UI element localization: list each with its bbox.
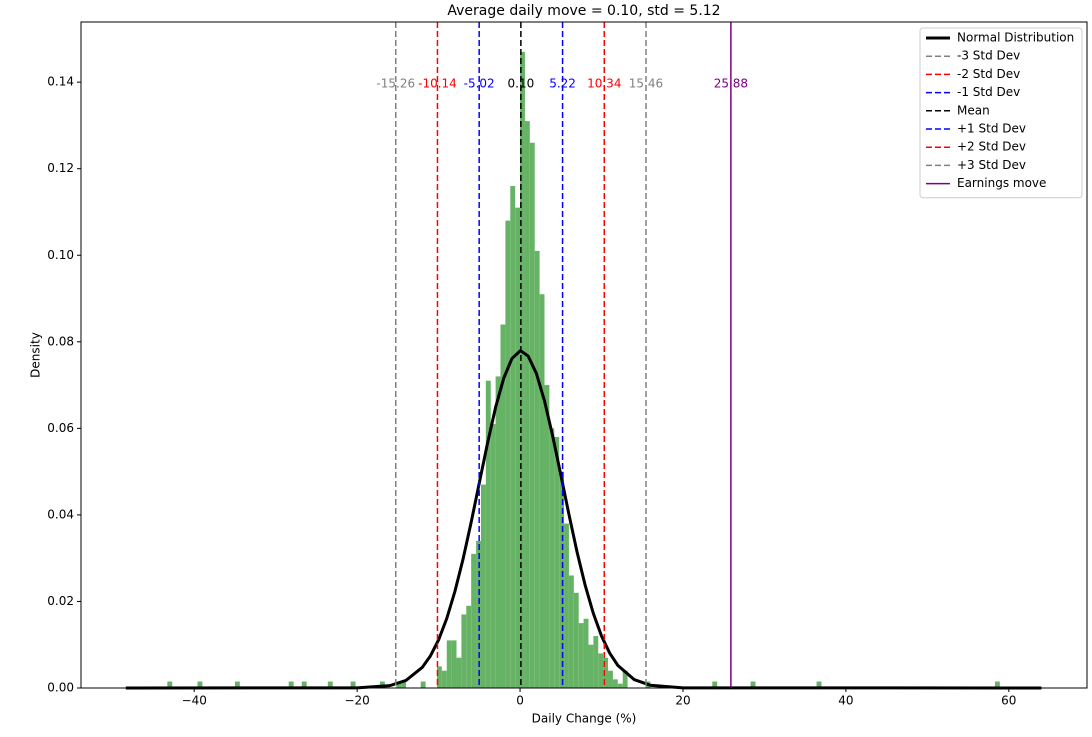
histogram-bar	[480, 484, 486, 688]
x-tick-label: 20	[675, 694, 690, 708]
histogram-bar	[471, 553, 477, 688]
histogram-bar	[350, 681, 356, 688]
x-axis-label: Daily Change (%)	[532, 712, 637, 726]
histogram-bar	[197, 681, 203, 688]
histogram-bar	[451, 640, 457, 688]
histogram-bar	[598, 653, 604, 688]
legend-label: +1 Std Dev	[957, 122, 1026, 136]
histogram-bar	[554, 437, 560, 688]
reference-label: -10.14	[418, 77, 457, 91]
y-tick-label: 0.04	[47, 507, 74, 521]
histogram-bar	[712, 681, 718, 688]
histogram-bar	[524, 121, 530, 688]
y-tick-label: 0.10	[47, 248, 74, 262]
histogram-bar	[510, 186, 516, 688]
histogram-bar	[588, 644, 594, 688]
histogram-bar	[420, 681, 426, 688]
legend-label: +3 Std Dev	[957, 158, 1026, 172]
histogram-bar	[529, 142, 535, 689]
y-tick-label: 0.14	[47, 75, 74, 89]
histogram-bar	[568, 575, 574, 688]
histogram-bar	[485, 380, 491, 688]
histogram-bar	[167, 681, 173, 688]
histogram-bar	[490, 424, 496, 688]
reference-label: 0.10	[508, 77, 535, 91]
histogram-bar	[549, 428, 555, 688]
histogram-bar	[476, 540, 481, 688]
histogram-bar	[495, 376, 501, 688]
histogram-bar	[500, 324, 506, 688]
histogram-bar	[816, 681, 822, 688]
histogram-bar	[534, 250, 540, 688]
histogram-bar	[994, 681, 1000, 688]
histogram-bar	[544, 385, 550, 688]
reference-label: 10.34	[587, 77, 621, 91]
histogram-bar	[441, 670, 447, 688]
x-tick-label: 60	[1001, 694, 1016, 708]
x-tick-label: −20	[344, 694, 369, 708]
histogram-bar	[583, 618, 589, 688]
histogram-bar	[461, 614, 467, 688]
histogram-bar	[593, 636, 599, 688]
histogram-bar	[559, 471, 565, 688]
y-tick-label: 0.06	[47, 421, 74, 435]
histogram-bar	[327, 681, 333, 688]
reference-label: -15.26	[376, 77, 415, 91]
reference-label: -5.02	[464, 77, 495, 91]
legend-label: -1 Std Dev	[957, 85, 1020, 99]
legend-box	[919, 27, 1083, 199]
histogram-bar	[603, 657, 609, 688]
legend: Normal Distribution -3 Std Dev -2 Std Dev -…	[919, 27, 1083, 199]
histogram-bar	[612, 679, 618, 688]
histogram-bar	[446, 640, 452, 688]
legend-label: +2 Std Dev	[957, 140, 1026, 154]
legend-label: Normal Distribution	[957, 31, 1074, 45]
histogram-bar	[401, 681, 407, 688]
histogram-bar	[436, 666, 442, 688]
reference-label: 15.46	[629, 77, 663, 91]
histogram-bar	[750, 681, 756, 688]
reference-label: 5.22	[549, 77, 576, 91]
x-tick-label: −40	[182, 694, 207, 708]
histogram-bar	[301, 681, 307, 688]
legend-label: Mean	[957, 103, 990, 117]
histogram-bar	[288, 681, 294, 688]
histogram-bar	[234, 681, 240, 688]
y-tick-label: 0.02	[47, 594, 74, 608]
y-tick-label: 0.12	[47, 161, 74, 175]
x-tick-label: 0	[516, 694, 524, 708]
y-axis-label: Density	[29, 332, 43, 378]
chart-title: Average daily move = 0.10, std = 5.12	[447, 3, 720, 19]
histogram-bar	[573, 592, 579, 688]
histogram-bar	[515, 207, 521, 689]
histogram-bar	[578, 623, 584, 688]
histogram-bar	[608, 670, 613, 688]
histogram-bar	[520, 51, 525, 689]
histogram-bar	[396, 681, 402, 688]
y-tick-label: 0.00	[47, 681, 74, 695]
legend-label: -2 Std Dev	[957, 67, 1020, 81]
y-tick-label: 0.08	[47, 334, 74, 348]
histogram-bar	[456, 657, 462, 688]
legend-label: -3 Std Dev	[957, 49, 1020, 63]
plot-frame	[80, 21, 1088, 689]
histogram-bar	[622, 670, 628, 688]
histogram-bar	[505, 220, 511, 688]
x-tick-label: 40	[838, 694, 853, 708]
histogram-bar	[564, 523, 569, 688]
histogram-bar	[466, 605, 472, 688]
histogram-bar	[617, 683, 623, 688]
legend-label: Earnings move	[957, 176, 1046, 190]
histogram-bar	[539, 294, 545, 688]
reference-label: 25.88	[714, 77, 748, 91]
